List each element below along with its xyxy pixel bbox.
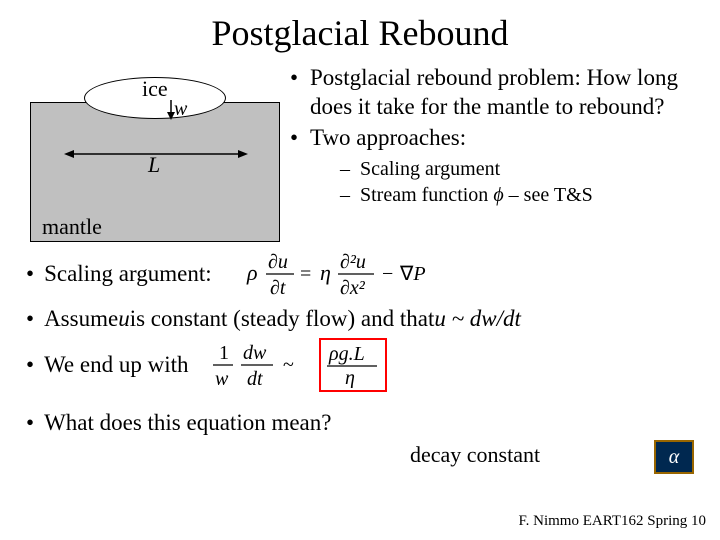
diagram-container: ice w L mantle <box>0 62 280 242</box>
row-scaling-arg: • Scaling argument: ρ ∂u ∂t = η ∂²u ∂x² … <box>26 248 694 300</box>
assume-pre: Assume <box>44 306 118 332</box>
svg-text:−: − <box>382 263 393 285</box>
stream-pre: Stream function <box>360 184 493 206</box>
footer-credit: F. Nimmo EART162 Spring 10 <box>519 513 707 530</box>
bullet-approaches-text: Two approaches: <box>310 125 466 150</box>
bullet-dot-icon: • <box>26 410 34 436</box>
assume-mid: is constant (steady flow) and that <box>130 306 435 332</box>
bullet-dot-icon: • <box>26 306 34 332</box>
subbullet-scaling: Scaling argument <box>340 156 698 182</box>
bullet-dot-icon: • <box>26 352 34 378</box>
right-bullets: Postglacial rebound problem: How long do… <box>280 62 720 242</box>
eq2-dt: dt <box>247 368 263 390</box>
rebound-diagram: ice w L mantle <box>30 72 280 242</box>
eq2-eta: η <box>345 367 355 388</box>
eq1-dt: ∂t <box>270 277 286 299</box>
scaling-arg-text: Scaling argument: <box>44 261 212 287</box>
bullet-approaches: Two approaches: Scaling argument Stream … <box>290 124 698 209</box>
equation-endup-lhs: 1 w dw dt ~ <box>209 339 319 391</box>
row-assume: • Assume u is constant (steady flow) and… <box>26 306 694 332</box>
phi-symbol: ϕ <box>493 184 503 206</box>
row-meaning: • What does this equation mean? <box>26 410 694 436</box>
mantle-label: mantle <box>42 214 102 240</box>
ice-label: ice <box>142 76 168 102</box>
w-label: w <box>174 98 187 121</box>
alpha-box: α <box>654 440 694 474</box>
eq2-one: 1 <box>219 342 229 364</box>
eq1-du: ∂u <box>268 251 288 273</box>
svg-text:ρg.L: ρg.L <box>328 343 365 365</box>
assume-u: u <box>118 306 130 332</box>
eq1-eta: η <box>320 260 331 285</box>
l-label: L <box>148 152 160 178</box>
equation-endup-rhs: ρg.L η <box>325 342 381 388</box>
meaning-text: What does this equation mean? <box>44 410 331 436</box>
stream-post: – see T&S <box>504 184 593 206</box>
endup-text: We end up with <box>44 352 188 378</box>
eq1-gradP: ∇P <box>399 263 426 285</box>
svg-text:=: = <box>300 263 311 285</box>
eq2-w: w <box>215 368 229 390</box>
red-highlight-box: ρg.L η <box>319 338 387 392</box>
assume-rel: u ~ dw/dt <box>434 306 521 332</box>
alpha-symbol: α <box>669 446 680 468</box>
upper-section: ice w L mantle Postglacial rebound probl… <box>0 62 720 242</box>
bullet-dot-icon: • <box>26 261 34 287</box>
bullet-problem: Postglacial rebound problem: How long do… <box>290 64 698 122</box>
svg-text:~: ~ <box>283 354 294 376</box>
equation-navier-stokes: ρ ∂u ∂t = η ∂²u ∂x² − ∇P <box>242 248 472 300</box>
decay-constant-label: decay constant <box>410 442 540 468</box>
eq2-dw: dw <box>243 342 267 364</box>
eq1-rho: ρ <box>246 260 258 285</box>
subbullet-stream: Stream function ϕ – see T&S <box>340 182 698 208</box>
eq1-dx2: ∂x² <box>340 277 366 299</box>
row-endup: • We end up with 1 w dw dt ~ ρg.L η <box>26 338 694 392</box>
eq1-d2u: ∂²u <box>340 251 366 273</box>
lower-section: • Scaling argument: ρ ∂u ∂t = η ∂²u ∂x² … <box>0 248 720 436</box>
page-title: Postglacial Rebound <box>0 0 720 54</box>
